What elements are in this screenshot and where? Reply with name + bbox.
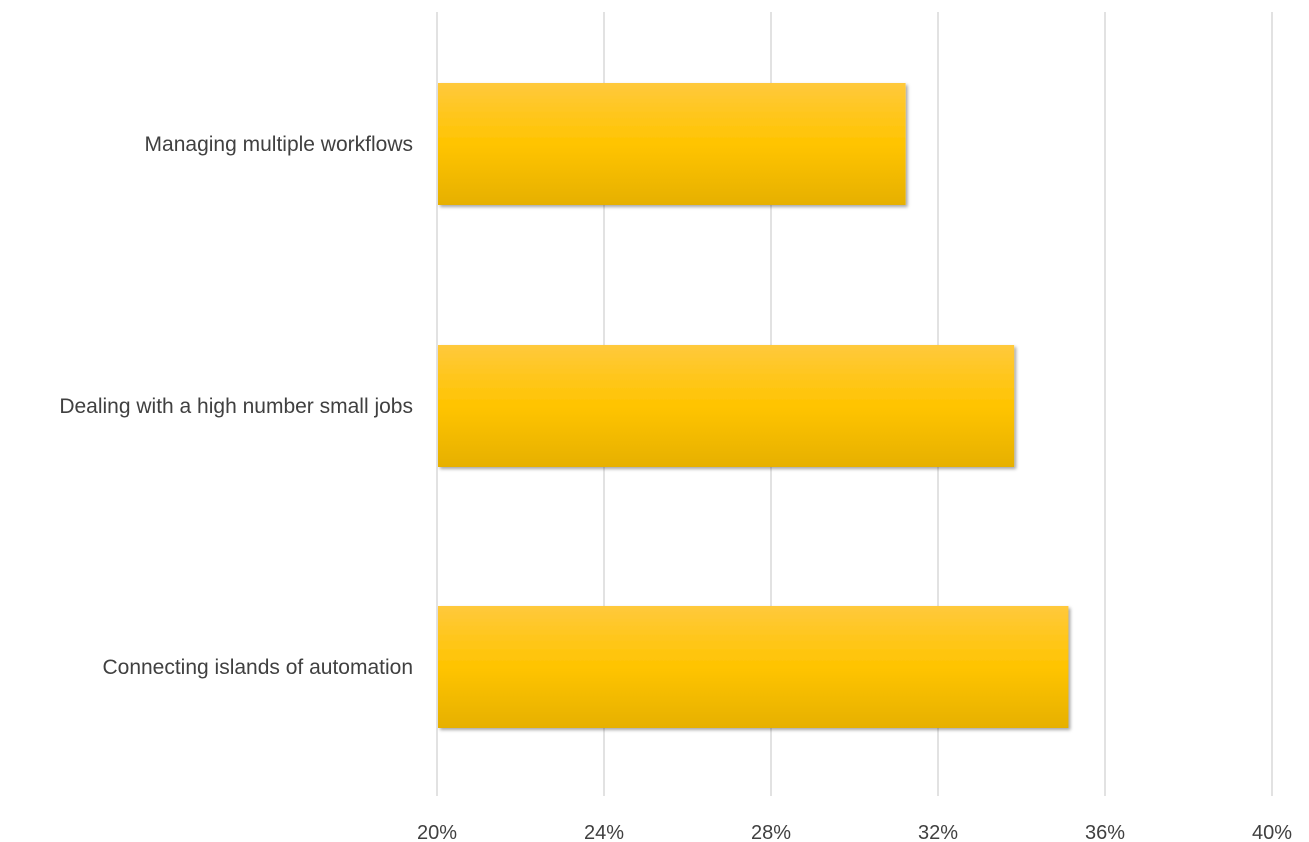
x-tick-label: 32% bbox=[918, 822, 958, 842]
bars bbox=[438, 83, 1069, 728]
x-tick-label: 24% bbox=[584, 822, 624, 842]
bar bbox=[438, 345, 1015, 467]
x-axis-tick-labels: 20% 24% 28% 32% 36% 40% bbox=[417, 822, 1292, 842]
x-tick-label: 20% bbox=[417, 822, 457, 842]
category-label: Dealing with a high number small jobs bbox=[59, 395, 413, 418]
category-label: Connecting islands of automation bbox=[102, 656, 413, 679]
x-tick-label: 28% bbox=[751, 822, 791, 842]
x-tick-label: 36% bbox=[1085, 822, 1125, 842]
category-label: Managing multiple workflows bbox=[145, 133, 413, 156]
bar bbox=[438, 83, 906, 205]
bar bbox=[438, 606, 1069, 728]
category-labels: Managing multiple workflows Dealing with … bbox=[59, 133, 413, 679]
x-tick-label: 40% bbox=[1252, 822, 1292, 842]
